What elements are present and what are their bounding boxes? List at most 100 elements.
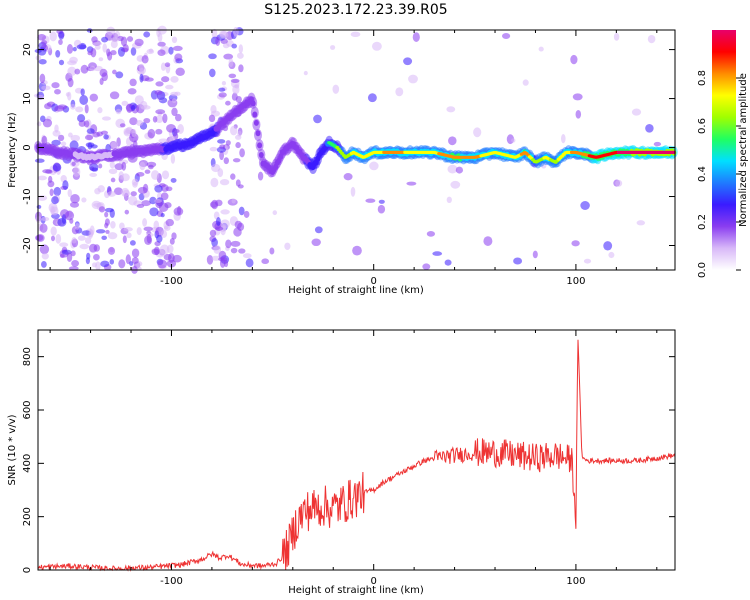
noise-blob (163, 225, 171, 232)
y-tick-label: 800 (22, 347, 33, 366)
noise-blob (161, 170, 170, 180)
noise-blob (501, 33, 511, 39)
noise-blob (59, 242, 69, 248)
noise-blob (219, 178, 230, 186)
noise-blob (41, 40, 48, 45)
noise-blob (369, 161, 379, 171)
noise-blob (447, 164, 458, 174)
noise-blob (115, 71, 124, 79)
noise-blob (90, 144, 98, 149)
noise-blob (119, 123, 126, 128)
noise-blob (118, 259, 126, 269)
noise-blob (538, 46, 544, 52)
y-tick-label: 200 (22, 507, 33, 526)
noise-blob (243, 210, 250, 218)
noise-blob (583, 258, 592, 264)
noise-blob (162, 113, 168, 124)
noise-blob (101, 235, 108, 241)
noise-blob (234, 220, 242, 229)
noise-blob (49, 31, 57, 42)
noise-blob (70, 250, 76, 257)
noise-blob (232, 26, 239, 37)
noise-blob (55, 233, 62, 244)
snr-panel: 0 200 400 600 800 -100 0 100 Height of straight… (7, 329, 676, 596)
noise-blob (171, 232, 177, 240)
colorbar-tick-label: 0.2 (697, 214, 708, 230)
noise-blob (580, 201, 590, 210)
noise-blob (101, 36, 109, 43)
colorbar-tick-label: 0.4 (697, 166, 708, 182)
noise-blob (572, 93, 583, 101)
ridge-outer (255, 130, 261, 137)
noise-blob (67, 77, 74, 88)
noise-blob (209, 68, 216, 78)
noise-blob (87, 142, 93, 150)
spectrogram-marks (33, 25, 678, 274)
noise-blob (272, 210, 278, 216)
noise-blob (408, 74, 418, 84)
noise-blob (122, 235, 127, 244)
noise-blob (218, 92, 227, 98)
noise-blob (39, 73, 46, 84)
noise-blob (230, 78, 240, 84)
noise-blob (65, 92, 70, 97)
noise-blob (176, 205, 182, 215)
noise-blob (332, 84, 340, 94)
noise-blob (532, 250, 538, 259)
noise-blob (444, 259, 452, 266)
noise-blob (165, 84, 174, 90)
noise-blob (34, 158, 45, 163)
noise-blob (109, 161, 115, 169)
noise-blob (211, 28, 218, 39)
noise-blob (164, 62, 171, 68)
noise-blob (71, 161, 76, 167)
noise-blob (58, 39, 63, 45)
snr-ylabel: SNR (10 * v/v) (7, 414, 18, 485)
noise-blob (110, 50, 117, 56)
noise-blob (70, 193, 80, 204)
noise-blob (330, 45, 336, 50)
noise-blob (104, 211, 109, 218)
noise-blob (365, 198, 376, 203)
noise-blob (571, 240, 580, 247)
noise-blob (561, 133, 566, 144)
noise-blob (160, 192, 169, 201)
noise-blob (172, 254, 182, 263)
noise-blob (171, 107, 178, 117)
noise-blob (51, 196, 59, 205)
noise-blob (94, 44, 101, 50)
noise-blob (220, 209, 230, 215)
noise-blob (146, 233, 152, 244)
x-tick-label: 100 (566, 576, 585, 587)
noise-blob (412, 32, 420, 42)
noise-blob (70, 134, 81, 142)
noise-blob (68, 266, 79, 271)
x-tick-label: 0 (371, 576, 377, 587)
noise-blob (66, 252, 73, 263)
noise-blob (72, 166, 81, 177)
noise-blob (85, 257, 90, 265)
noise-blob (134, 95, 144, 105)
noise-blob (114, 163, 124, 171)
noise-blob (209, 146, 218, 152)
noise-blob (95, 261, 101, 271)
noise-blob (158, 202, 169, 212)
noise-blob (171, 36, 178, 44)
y-tick-label: -10 (22, 188, 33, 204)
noise-blob (38, 58, 47, 65)
noise-blob (129, 261, 134, 266)
noise-blob (144, 77, 154, 82)
noise-blob (230, 247, 238, 254)
noise-blob (269, 247, 275, 255)
noise-blob (154, 89, 163, 96)
x-tick-label: 100 (566, 276, 585, 287)
noise-blob (37, 34, 47, 41)
noise-blob (522, 79, 529, 86)
noise-blob (613, 32, 620, 41)
noise-blob (129, 78, 137, 87)
noise-blob (636, 220, 646, 226)
noise-blob (127, 88, 137, 95)
noise-blob (50, 226, 57, 236)
noise-blob (86, 128, 95, 134)
noise-blob (129, 133, 139, 143)
